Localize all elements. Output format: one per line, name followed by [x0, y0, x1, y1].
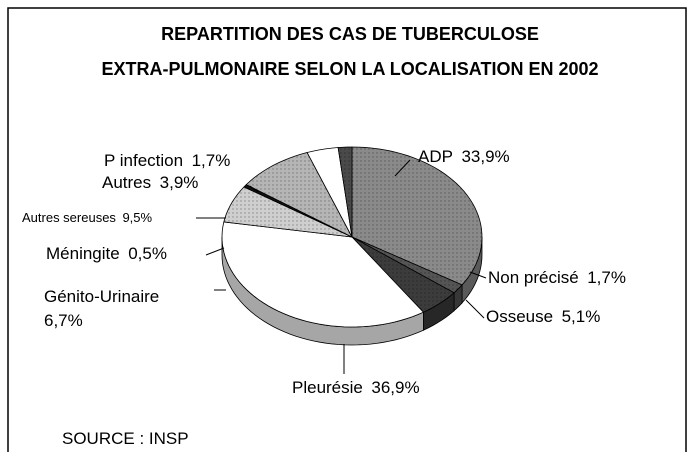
- category-label: Autres sereuses: [22, 210, 116, 225]
- pie-texture: [338, 147, 352, 237]
- category-label: Pleurésie: [292, 378, 363, 397]
- pie-texture: [352, 237, 463, 293]
- category-label: Osseuse: [486, 307, 553, 326]
- chart-title: EXTRA-PULMONAIRE SELON LA LOCALISATION E…: [101, 59, 598, 79]
- leader-line: [394, 159, 411, 177]
- slice-label: P infection 1,7%: [104, 151, 230, 170]
- slice-label: Pleurésie 36,9%: [292, 378, 420, 397]
- value-label: 9,5%: [122, 210, 152, 225]
- slice-label: Non précisé 1,7%: [488, 268, 626, 287]
- category-label: ADP: [418, 147, 453, 166]
- value-label: 0,5%: [128, 244, 167, 263]
- category-label: Non précisé: [488, 268, 579, 287]
- value-label: 5,1%: [562, 307, 601, 326]
- slice-label: Osseuse 5,1%: [486, 307, 600, 326]
- slice-label: Autres sereuses 9,5%: [22, 210, 153, 225]
- pie-slice: [221, 221, 425, 328]
- pie-texture: [352, 147, 482, 285]
- category-label: Méningite: [46, 244, 120, 263]
- value-label: 6,7%: [44, 311, 83, 330]
- category-label: Génito-Urinaire: [44, 287, 159, 306]
- category-label: Autres: [102, 173, 151, 192]
- leader-line: [249, 185, 259, 193]
- pie-texture: [246, 152, 352, 237]
- chart-title: REPARTITION DES CAS DE TUBERCULOSE: [161, 24, 539, 44]
- value-label: 1,7%: [587, 268, 626, 287]
- pie-side-shade: [423, 292, 455, 331]
- slice-label: ADP 33,9%: [418, 147, 510, 166]
- pie-side-shade: [462, 237, 482, 303]
- value-label: 3,9%: [160, 173, 199, 192]
- pie-slice: [306, 147, 353, 238]
- labels: ADP 33,9% Non précisé 1,7% Osseuse 5,1% Pleuré…: [22, 147, 626, 397]
- value-label: 33,9%: [461, 147, 509, 166]
- category-label: P infection: [104, 151, 183, 170]
- slice-label: Méningite 0,5%: [46, 244, 167, 263]
- value-label: 1,7%: [192, 151, 231, 170]
- source: SOURCE : INSP: [62, 429, 189, 448]
- leader-line: [469, 271, 487, 279]
- pie-texture: [223, 186, 352, 237]
- pie-texture: [352, 237, 455, 313]
- frame: [7, 7, 687, 452]
- leader-line: [205, 247, 225, 256]
- pie-side-shade: [222, 237, 424, 345]
- leader-line: [465, 299, 485, 319]
- value-label: 36,9%: [371, 378, 419, 397]
- pie: [221, 146, 483, 346]
- slice-label: Autres 3,9%: [102, 173, 198, 192]
